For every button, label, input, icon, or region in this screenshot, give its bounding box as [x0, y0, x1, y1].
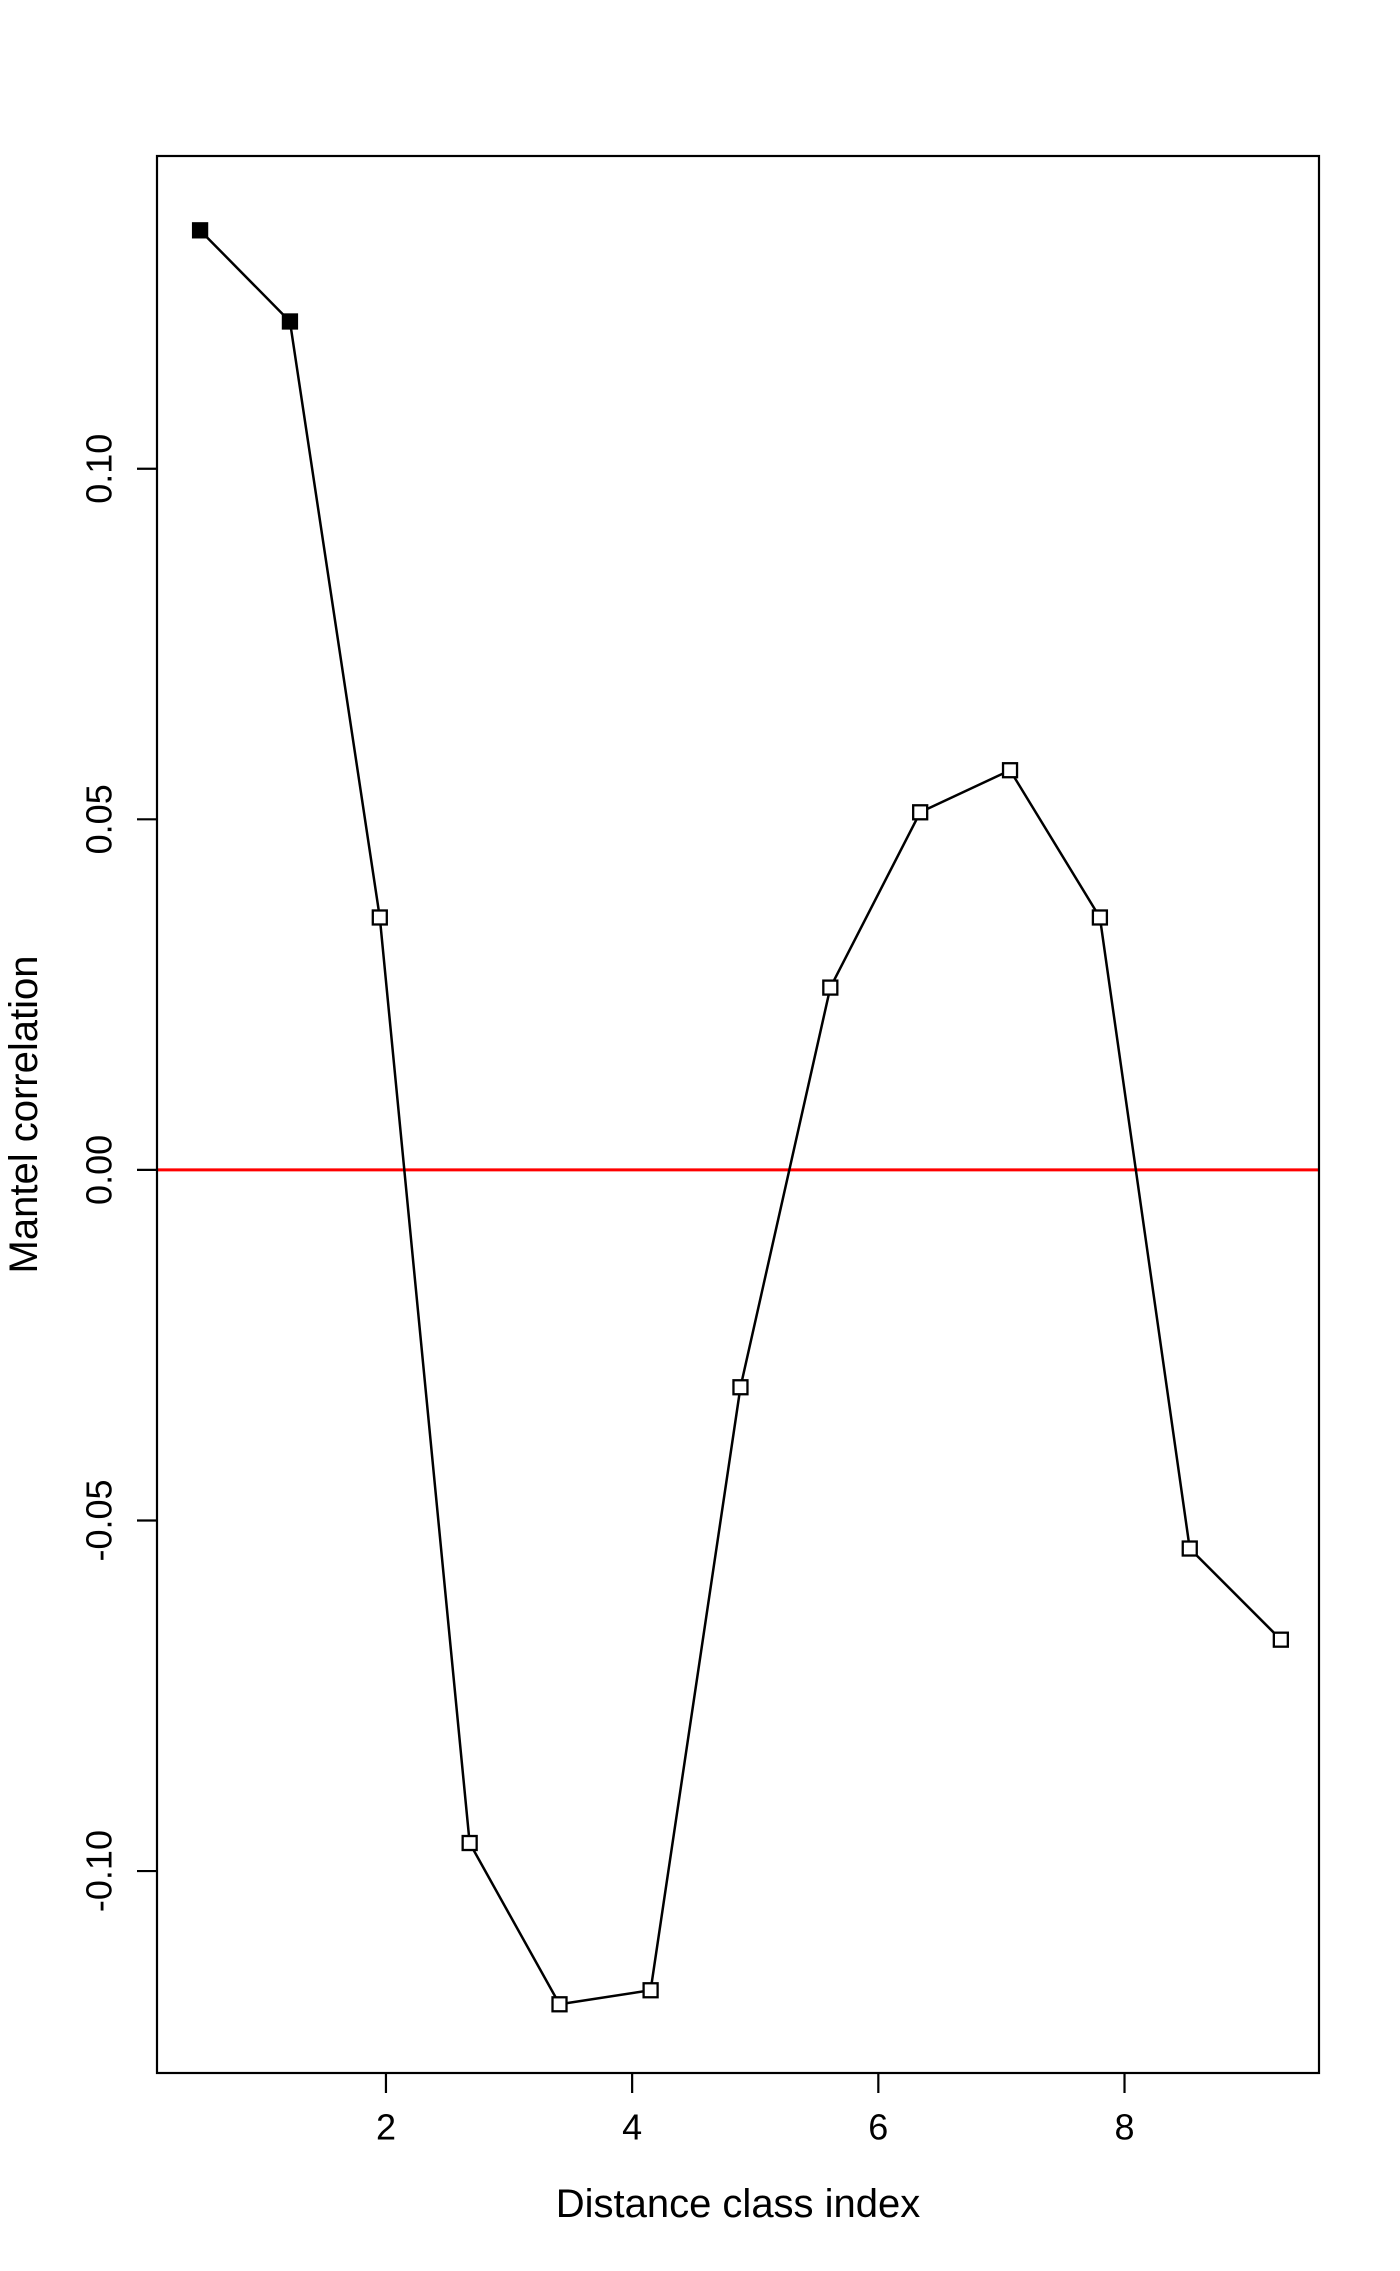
- data-point-open: [371, 909, 388, 926]
- y-tick-label: 0.05: [79, 784, 120, 854]
- data-point-open: [461, 1834, 478, 1852]
- x-axis-title: Distance class index: [556, 2182, 921, 2226]
- y-tick-label: 0.00: [79, 1135, 120, 1205]
- plot-area-border: [155, 154, 1321, 2075]
- x-tick-label: 2: [376, 2107, 396, 2148]
- data-point-significant: [191, 222, 209, 239]
- data-point-markers: [191, 222, 1289, 2013]
- data-point-open: [1091, 909, 1109, 926]
- y-axis: -0.10 -0.05 0.00 0.05 0.10: [79, 434, 157, 1912]
- y-tick-label: -0.10: [79, 1830, 120, 1912]
- x-axis: 2 4 6 8: [376, 2073, 1135, 2148]
- x-tick-label: 8: [1114, 2107, 1134, 2148]
- x-tick-label: 4: [622, 2107, 642, 2148]
- data-point-open: [551, 1996, 568, 2013]
- data-point-significant: [281, 313, 299, 330]
- data-point-open: [1001, 762, 1019, 779]
- data-point-open: [912, 804, 929, 821]
- data-point-open: [642, 1982, 659, 1999]
- x-tick-label: 6: [868, 2107, 888, 2148]
- correlogram-series-line: [199, 229, 1282, 2006]
- data-point-open: [732, 1379, 749, 1396]
- data-point-open: [1272, 1631, 1289, 1648]
- data-point-open: [822, 979, 839, 996]
- y-tick-label: -0.05: [79, 1479, 120, 1561]
- data-point-open: [1181, 1540, 1198, 1557]
- y-axis-title: Mantel correlation: [2, 956, 46, 1274]
- y-tick-label: 0.10: [79, 434, 120, 504]
